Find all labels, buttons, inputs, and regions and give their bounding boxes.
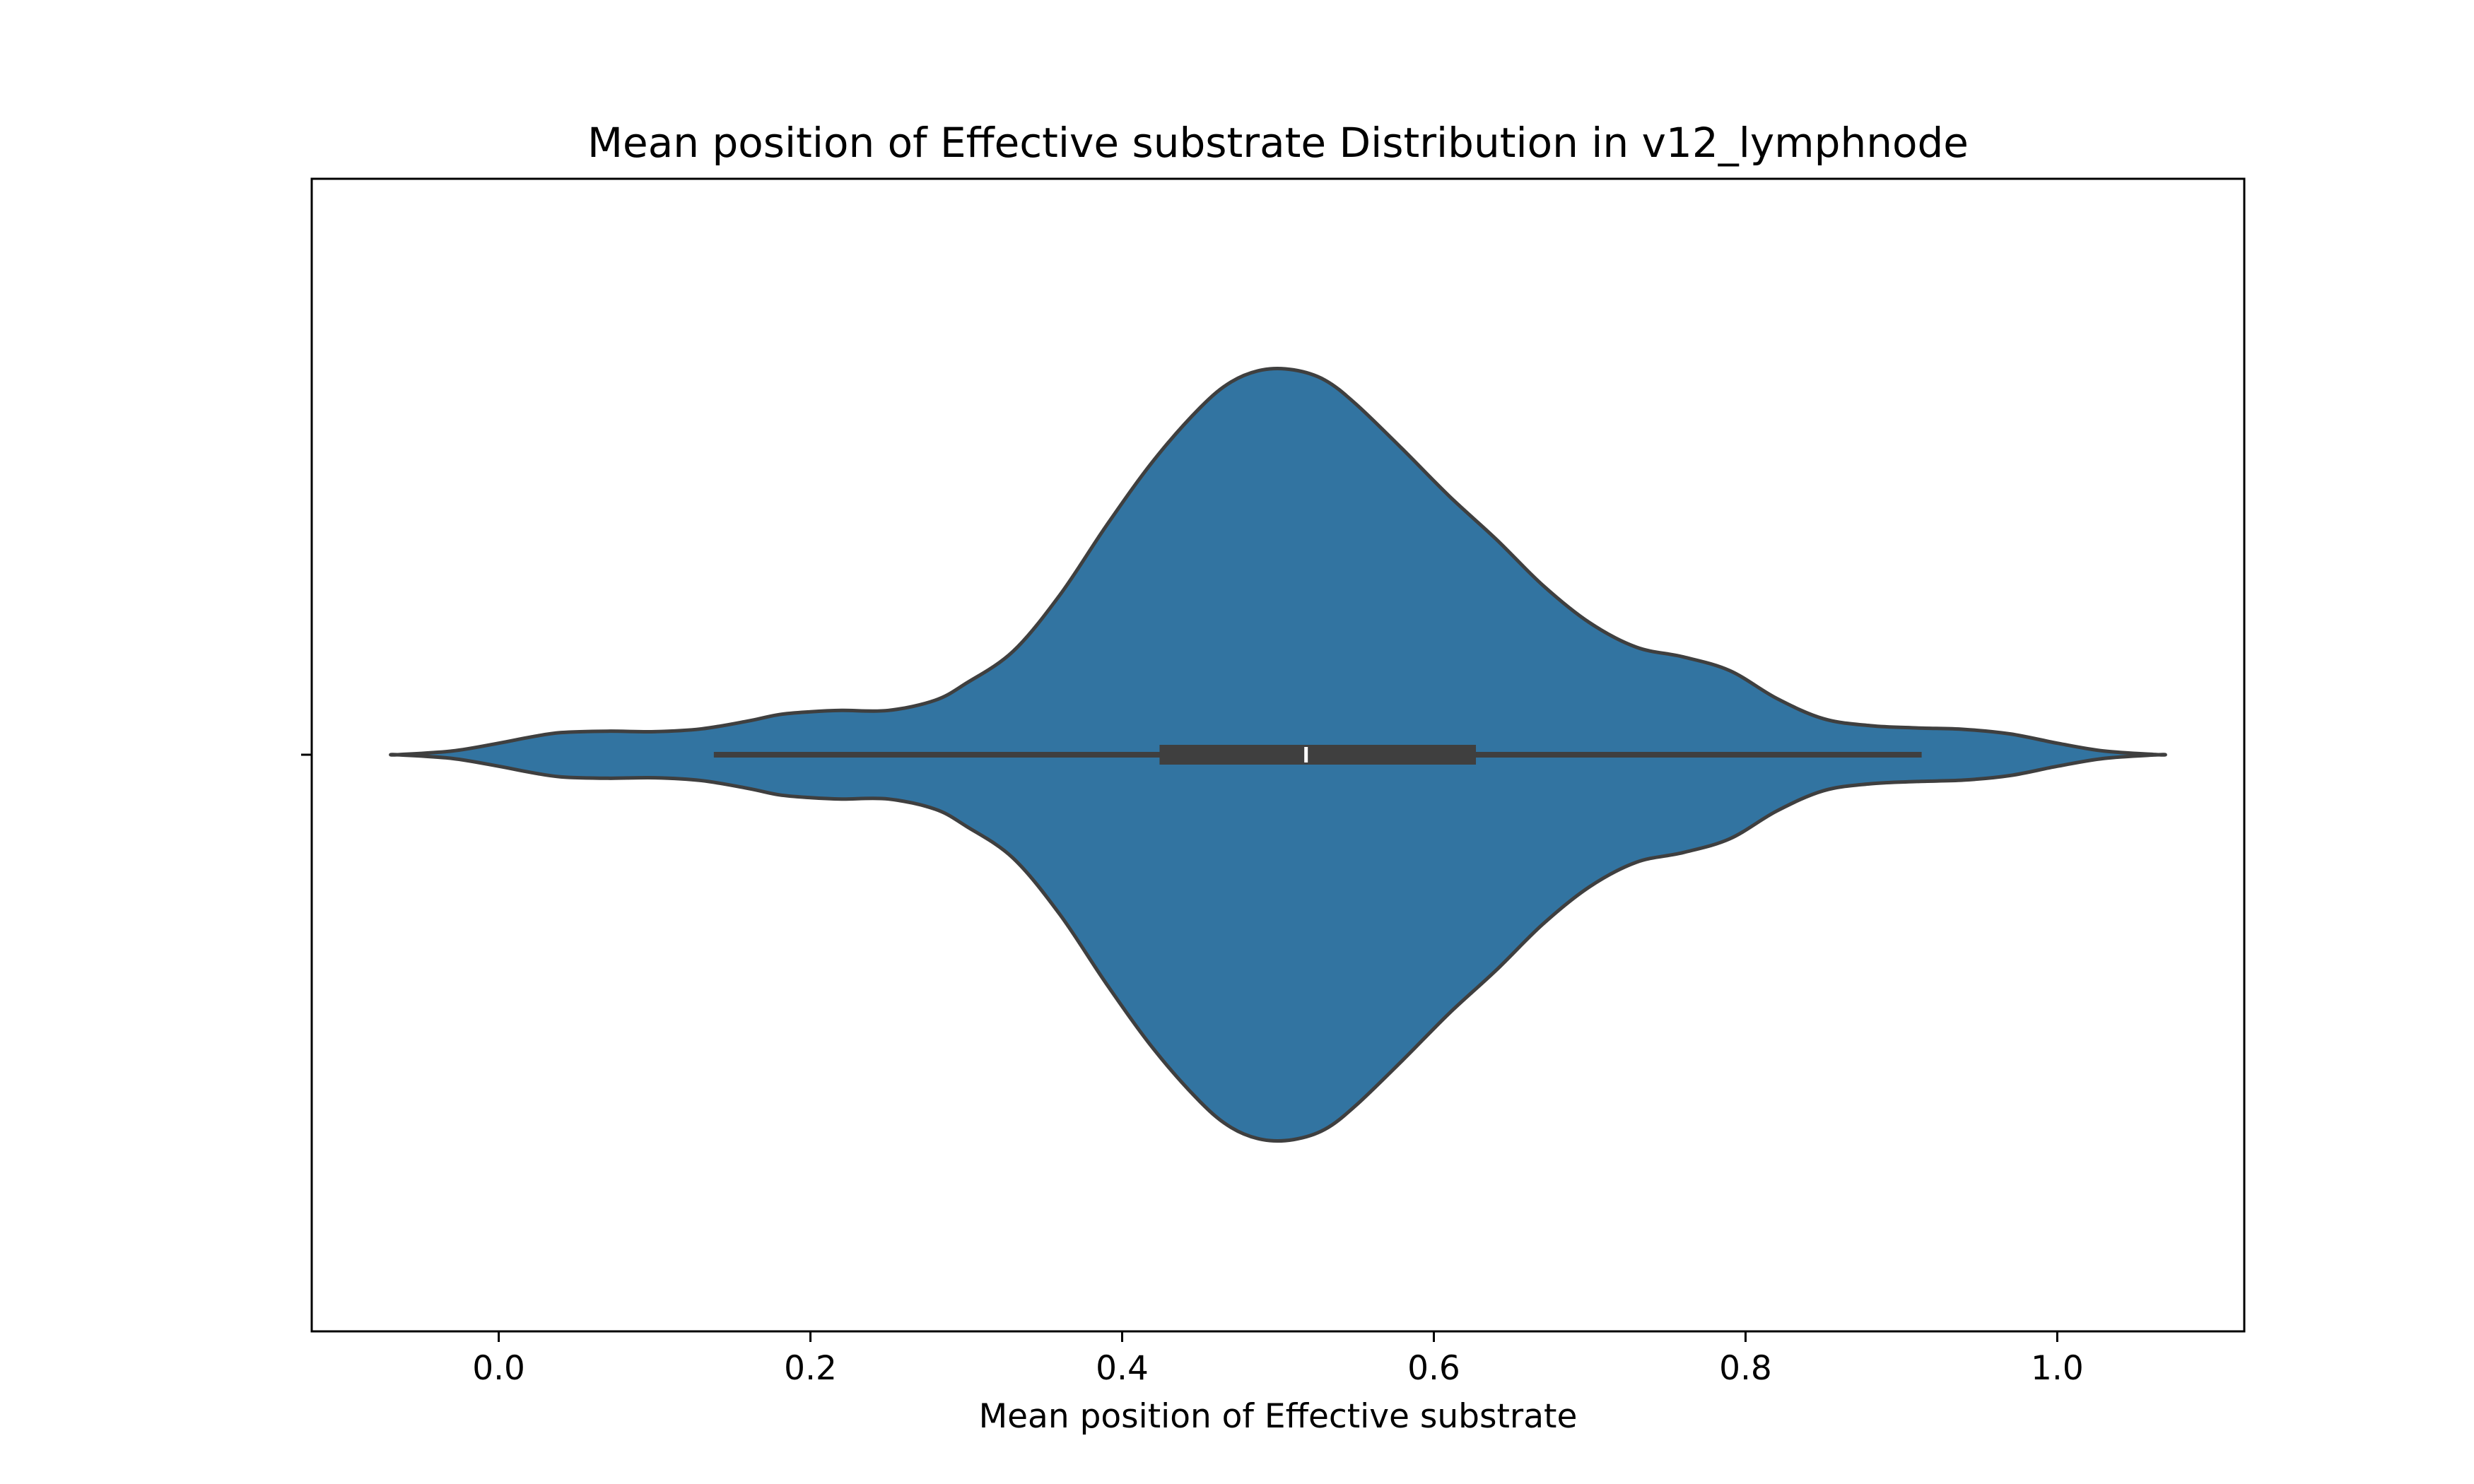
x-tick-label: 0.6 [1407, 1349, 1460, 1388]
x-tick-label: 1.0 [2031, 1349, 2084, 1388]
x-tick-label: 0.4 [1096, 1349, 1149, 1388]
x-tick-label: 0.0 [472, 1349, 525, 1388]
x-axis-ticks: 0.0 0.2 0.4 0.6 0.8 1.0 [472, 1331, 2084, 1388]
x-tick-label: 0.2 [784, 1349, 837, 1388]
x-axis-label: Mean position of Effective substrate [979, 1397, 1578, 1436]
chart-title: Mean position of Effective substrate Dis… [587, 119, 1969, 167]
interquartile-box [1159, 745, 1477, 765]
plot-layer [389, 366, 2167, 1143]
x-tick-label: 0.8 [1719, 1349, 1772, 1388]
